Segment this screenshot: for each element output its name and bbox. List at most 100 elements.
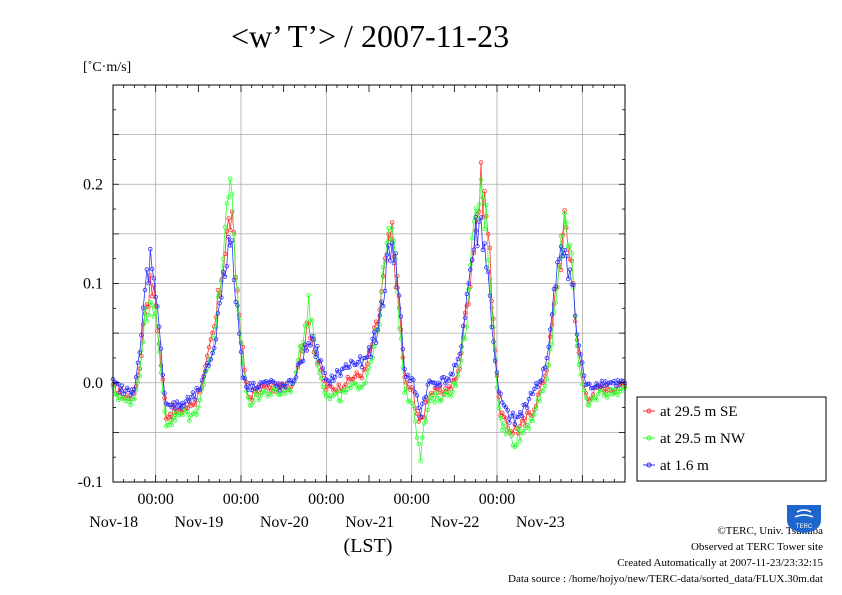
legend-label: at 29.5 m SE: [660, 404, 738, 420]
data-point: [199, 378, 205, 383]
x-tick-label: 00:00: [137, 491, 173, 508]
data-point: [363, 380, 368, 385]
data-point: [229, 209, 235, 214]
data-point: [585, 381, 590, 387]
data-point: [471, 247, 477, 252]
data-point: [368, 359, 373, 364]
data-point: [537, 399, 542, 404]
data-point: [187, 418, 192, 424]
data-point: [455, 373, 461, 379]
data-point: [208, 337, 213, 342]
data-point: [498, 416, 503, 421]
data-point: [430, 393, 436, 398]
data-point: [158, 363, 164, 368]
data-point: [197, 398, 203, 403]
grid: [113, 84, 625, 483]
data-point: [452, 380, 457, 386]
data-point: [320, 384, 325, 390]
data-point: [585, 402, 590, 408]
data-point: [420, 435, 425, 440]
data-point: [496, 406, 501, 411]
data-point: [368, 354, 373, 360]
x-date-label: Nov-18: [89, 514, 138, 531]
data-point: [446, 378, 452, 383]
data-point: [402, 367, 407, 372]
data-point: [418, 414, 423, 419]
data-point: [533, 381, 539, 386]
data-point: [350, 381, 356, 386]
data-point: [503, 431, 509, 437]
data-point: [249, 402, 254, 408]
data-point: [429, 398, 434, 404]
data-point: [546, 362, 551, 368]
data-point: [461, 333, 466, 338]
data-point: [151, 283, 157, 288]
data-point: [414, 411, 420, 416]
data-point: [395, 285, 400, 290]
data-point: [149, 302, 155, 308]
data-point: [357, 385, 363, 390]
data-point: [544, 376, 549, 381]
data-point: [565, 276, 571, 282]
data-point: [478, 160, 484, 165]
data-point: [156, 341, 162, 346]
data-point: [292, 378, 297, 383]
data-point: [299, 349, 304, 354]
data-point: [235, 303, 240, 308]
data-point: [425, 407, 430, 413]
data-point: [204, 353, 210, 358]
data-point: [493, 358, 498, 364]
data-point: [359, 364, 365, 370]
data-point: [222, 274, 228, 279]
series-1: [110, 160, 628, 436]
data-point: [187, 399, 192, 404]
data-point: [135, 380, 141, 385]
data-point: [384, 252, 389, 257]
data-point: [347, 364, 352, 370]
data-point: [126, 387, 132, 393]
data-point: [452, 362, 457, 368]
data-point: [414, 393, 420, 398]
data-point: [605, 395, 610, 400]
data-point: [567, 242, 573, 247]
data-point: [327, 381, 333, 386]
x-date-label: Nov-21: [345, 514, 394, 531]
data-point: [457, 351, 462, 357]
data-point: [448, 394, 453, 399]
data-point: [389, 220, 395, 225]
data-point: [569, 250, 574, 256]
data-point: [377, 307, 382, 312]
data-point: [190, 390, 196, 395]
data-point: [313, 354, 318, 360]
series-line: [112, 178, 626, 462]
data-point: [228, 176, 233, 181]
data-point: [372, 344, 377, 349]
data-point: [201, 374, 206, 379]
data-point: [379, 299, 384, 304]
data-point: [437, 382, 443, 388]
data-point: [555, 260, 560, 265]
y-tick-label: 0.1: [83, 276, 103, 293]
data-point: [153, 294, 158, 300]
data-point: [210, 350, 215, 356]
data-point: [484, 265, 489, 270]
data-point: [379, 290, 384, 295]
data-point: [571, 283, 576, 288]
data-point: [439, 398, 445, 403]
data-point: [132, 397, 137, 402]
data-point: [365, 371, 370, 376]
logo-shield-icon: [787, 505, 821, 533]
data-point: [213, 325, 219, 330]
data-point: [318, 376, 324, 381]
data-point: [430, 380, 436, 385]
data-point: [434, 384, 439, 389]
data-point: [501, 421, 507, 426]
data-point: [261, 389, 267, 394]
data-point: [178, 406, 183, 411]
data-point: [557, 256, 562, 262]
data-point: [144, 267, 149, 272]
data-point: [498, 391, 503, 396]
data-point: [496, 394, 501, 399]
data-point: [247, 403, 253, 408]
data-point: [283, 391, 288, 396]
